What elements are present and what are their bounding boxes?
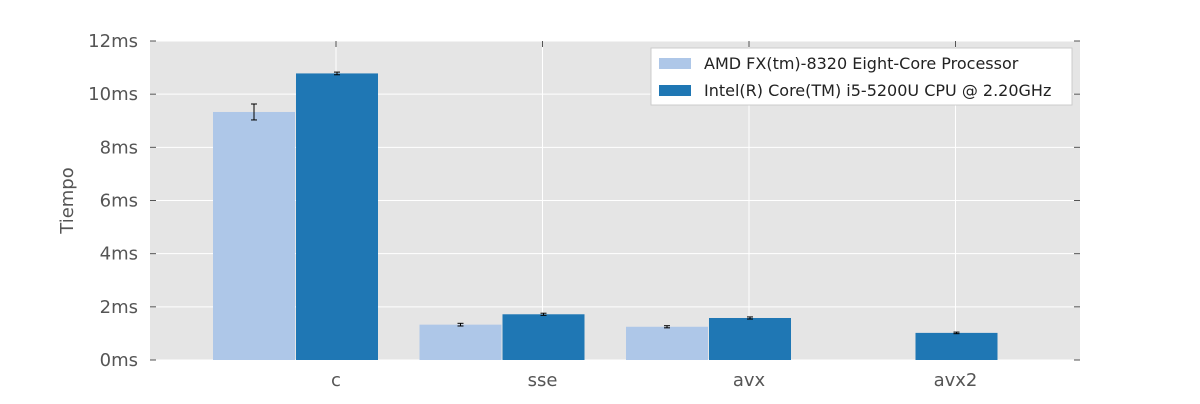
bar-0-avx: [626, 326, 708, 360]
legend-label: Intel(R) Core(TM) i5-5200U CPU @ 2.20GHz: [704, 81, 1051, 100]
legend-swatch: [659, 58, 691, 69]
legend: AMD FX(tm)-8320 Eight-Core Processor Inte…: [650, 47, 1073, 106]
y-tick-label: 2ms: [100, 297, 138, 318]
bars: [213, 71, 998, 360]
y-tick-label: 10ms: [88, 84, 138, 105]
legend-label: AMD FX(tm)-8320 Eight-Core Processor: [704, 54, 1019, 73]
y-tick-label: 12ms: [88, 31, 138, 52]
y-axis-title: Tiempo: [57, 167, 78, 235]
bar-1-sse: [502, 314, 585, 360]
legend-box: [650, 47, 1073, 106]
bar-1-c: [296, 73, 378, 360]
x-tick-label: avx2: [934, 370, 978, 391]
y-tick-label: 6ms: [100, 191, 138, 212]
bar-1-avx: [709, 317, 791, 360]
bar-0-c: [213, 111, 295, 360]
x-tick-label: c: [331, 370, 341, 391]
bar-0-sse: [419, 324, 502, 360]
y-tick-label: 0ms: [100, 350, 138, 371]
y-tick-label: 4ms: [100, 244, 138, 265]
legend-swatch: [659, 85, 691, 96]
x-tick-label: sse: [528, 370, 558, 391]
ticks: 0ms 2ms 4ms 6ms 8ms 10ms 12ms c sse avx avx2: [88, 31, 1080, 391]
bar-1-avx2: [915, 332, 998, 360]
y-tick-label: 8ms: [100, 137, 138, 158]
x-tick-label: avx: [733, 370, 766, 391]
